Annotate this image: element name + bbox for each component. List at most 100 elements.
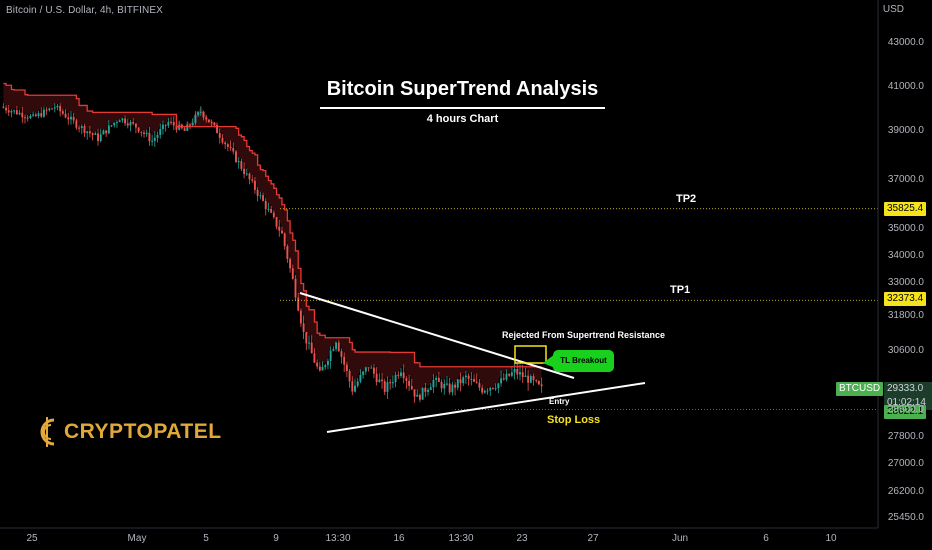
candles [2,103,543,403]
candle [335,341,338,352]
candle [107,120,110,135]
candle [329,346,332,369]
candle [64,109,67,119]
candle [535,379,538,383]
candle [413,389,416,403]
candle [197,111,200,118]
candle [519,364,521,381]
candle [267,202,270,213]
candle [59,103,62,117]
candle [67,112,70,125]
y-tick-label: 37000.0 [887,174,924,185]
candle [308,335,310,350]
candle [429,383,432,391]
candle [400,368,402,378]
candle [494,383,497,392]
tl-breakout-label: TL Breakout [560,356,607,365]
symbol-tag: BTCUSD [836,382,884,396]
y-tick-label: 33000.0 [887,277,924,288]
candle [299,308,302,327]
candle [102,129,105,135]
candle [316,359,319,369]
y-tick-label: 34000.0 [887,250,924,261]
candle [245,168,248,176]
candle [532,373,535,386]
candle [456,379,459,391]
candle [121,117,124,123]
candle [281,226,283,234]
rejection-label: Rejected From Supertrend Resistance [502,330,666,340]
candle [42,106,45,119]
candle [143,130,145,138]
stop-price-tag: 28622.1 [884,405,927,419]
candle [275,216,278,230]
candle [324,364,327,370]
candle [440,379,443,393]
x-tick-label: 13:30 [325,533,351,544]
candle [448,377,451,395]
candle [202,110,205,121]
candle [367,367,370,372]
y-tick-label: 35000.0 [887,223,924,234]
x-tick-label: Jun [671,533,689,544]
candle [210,119,213,127]
candle [302,315,305,340]
candle [489,387,492,397]
candle [7,104,10,117]
candle [345,361,348,378]
candle [161,120,164,135]
candle [348,368,351,388]
candle [451,381,454,396]
candle [251,175,254,184]
candle [351,376,354,396]
candle [124,115,127,126]
candle [18,109,21,116]
candle [116,120,118,128]
candle [15,106,18,116]
candle [105,130,108,137]
candle [510,366,513,378]
x-tick-label: 25 [26,533,38,544]
candle [110,124,113,128]
candle [473,374,475,383]
tp2-price-tag: 35825.4 [884,202,927,216]
candle [148,127,151,146]
candle [48,107,51,112]
candle [5,105,8,114]
candle [134,123,137,134]
candle [505,369,508,382]
candle [229,140,232,151]
candle [527,370,530,391]
candle [446,376,448,386]
chart-title: Bitcoin SuperTrend Analysis [326,78,599,100]
lower-trendline [326,382,646,433]
candle [391,375,394,388]
candle [126,118,129,129]
y-tick-label: 31800.0 [887,310,924,321]
candle [502,373,505,381]
candle [432,374,435,393]
candle [224,140,227,150]
candle [524,367,527,378]
logo-text: CRYPTOPATEL [64,420,222,443]
candle [291,264,294,280]
candle [226,142,229,152]
candle [191,118,194,128]
candle [370,364,373,369]
candle [497,382,500,394]
candle [56,103,59,111]
candle [421,387,424,400]
candle [99,128,102,143]
x-tick-label: 16 [393,533,405,544]
y-tick-label: 43000.0 [887,37,924,48]
drawing-lines [280,208,878,433]
candle [40,107,43,119]
candle [464,371,467,384]
candle [88,126,91,138]
candle [437,372,440,383]
candle [343,352,346,372]
chart-subtitle: 4 hours Chart [426,113,499,125]
candle [402,364,405,384]
candle [364,366,367,375]
